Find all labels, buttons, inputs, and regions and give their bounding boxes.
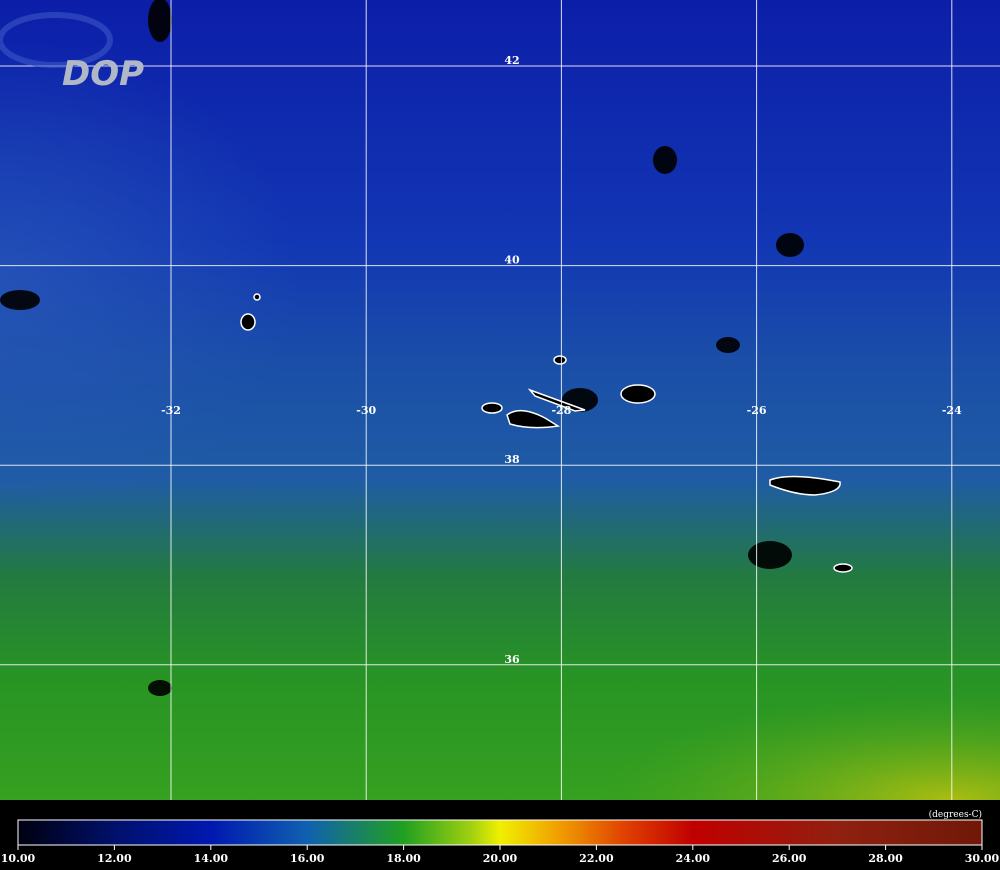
lat-label: 38 <box>504 453 520 466</box>
colorbar-label: 10.00 <box>1 852 36 865</box>
colorbar-label: 30.00 <box>965 852 1000 865</box>
lon-label: -28 <box>551 404 571 417</box>
islands <box>240 293 853 573</box>
lat-label: 40 <box>504 254 520 267</box>
colorbar-label: 14.00 <box>194 852 229 865</box>
lon-label: -32 <box>161 404 181 417</box>
colorbar-label: 28.00 <box>868 852 903 865</box>
lon-label: -26 <box>747 404 767 417</box>
lon-label: -30 <box>356 404 376 417</box>
graticule: 42 40 38 36 -32 -30 -28 -26 -24 <box>0 0 1000 800</box>
colorbar-label: 12.00 <box>97 852 132 865</box>
lat-label: 36 <box>504 653 520 666</box>
logo-text: DOP <box>62 54 144 94</box>
lat-label: 42 <box>504 54 519 67</box>
sst-field <box>0 500 1000 800</box>
colorbar-unit: (degrees-C) <box>929 809 982 820</box>
clouds <box>0 0 804 696</box>
colorbar-label: 22.00 <box>579 852 614 865</box>
colorbar-label: 18.00 <box>386 852 421 865</box>
colorbar <box>17 819 983 846</box>
colorbar-ticks: 10.00 12.00 14.00 16.00 18.00 20.00 22.00 24.00… <box>1 845 1000 865</box>
colorbar-label: 16.00 <box>290 852 325 865</box>
colorbar-label: 26.00 <box>772 852 807 865</box>
logo: DOP <box>0 12 144 94</box>
lon-label: -24 <box>942 404 962 417</box>
colorbar-label: 20.00 <box>483 852 518 865</box>
colorbar-label: 24.00 <box>676 852 711 865</box>
